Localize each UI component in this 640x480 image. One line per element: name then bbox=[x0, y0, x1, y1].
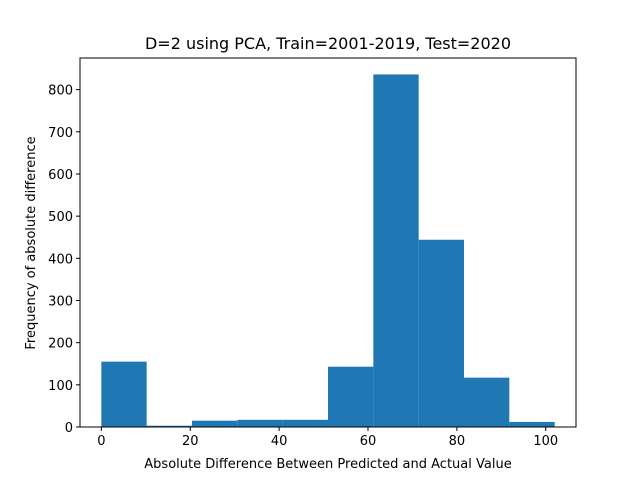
histogram-bar-4 bbox=[282, 419, 328, 427]
histogram-bar-8 bbox=[464, 377, 510, 427]
x-tick-label: 20 bbox=[182, 434, 199, 449]
x-tick-label: 100 bbox=[533, 434, 558, 449]
x-tick-label: 40 bbox=[271, 434, 288, 449]
x-axis-ticks: 0 20 40 60 80 100 bbox=[97, 427, 558, 449]
y-tick-label: 800 bbox=[48, 84, 73, 99]
histogram-bar-5 bbox=[328, 366, 374, 427]
x-tick-label: 80 bbox=[449, 434, 466, 449]
plot-frame bbox=[79, 57, 577, 428]
bars-group bbox=[101, 74, 555, 428]
histogram-bar-6 bbox=[373, 74, 419, 428]
y-tick-label: 500 bbox=[48, 210, 73, 225]
y-tick-label: 0 bbox=[65, 421, 73, 436]
y-tick-label: 300 bbox=[48, 294, 73, 309]
histogram-bar-1 bbox=[146, 425, 192, 427]
y-axis-ticks: 0 100 200 300 400 500 600 700 800 bbox=[48, 84, 80, 436]
x-tick-label: 0 bbox=[97, 434, 105, 449]
histogram-bar-0 bbox=[101, 361, 147, 427]
y-tick-label: 600 bbox=[48, 168, 73, 183]
histogram-bar-9 bbox=[509, 421, 555, 427]
y-tick-label: 400 bbox=[48, 252, 73, 267]
chart-title: D=2 using PCA, Train=2001-2019, Test=202… bbox=[145, 34, 511, 53]
y-axis-label: Frequency of absolute difference bbox=[24, 136, 39, 349]
histogram-bar-2 bbox=[192, 420, 238, 427]
x-tick-label: 60 bbox=[360, 434, 377, 449]
y-tick-label: 700 bbox=[48, 126, 73, 141]
histogram-bar-7 bbox=[418, 239, 464, 427]
x-axis-label: Absolute Difference Between Predicted an… bbox=[144, 457, 511, 472]
histogram-bar-3 bbox=[237, 419, 283, 427]
y-tick-label: 200 bbox=[48, 337, 73, 352]
y-tick-label: 100 bbox=[48, 379, 73, 394]
